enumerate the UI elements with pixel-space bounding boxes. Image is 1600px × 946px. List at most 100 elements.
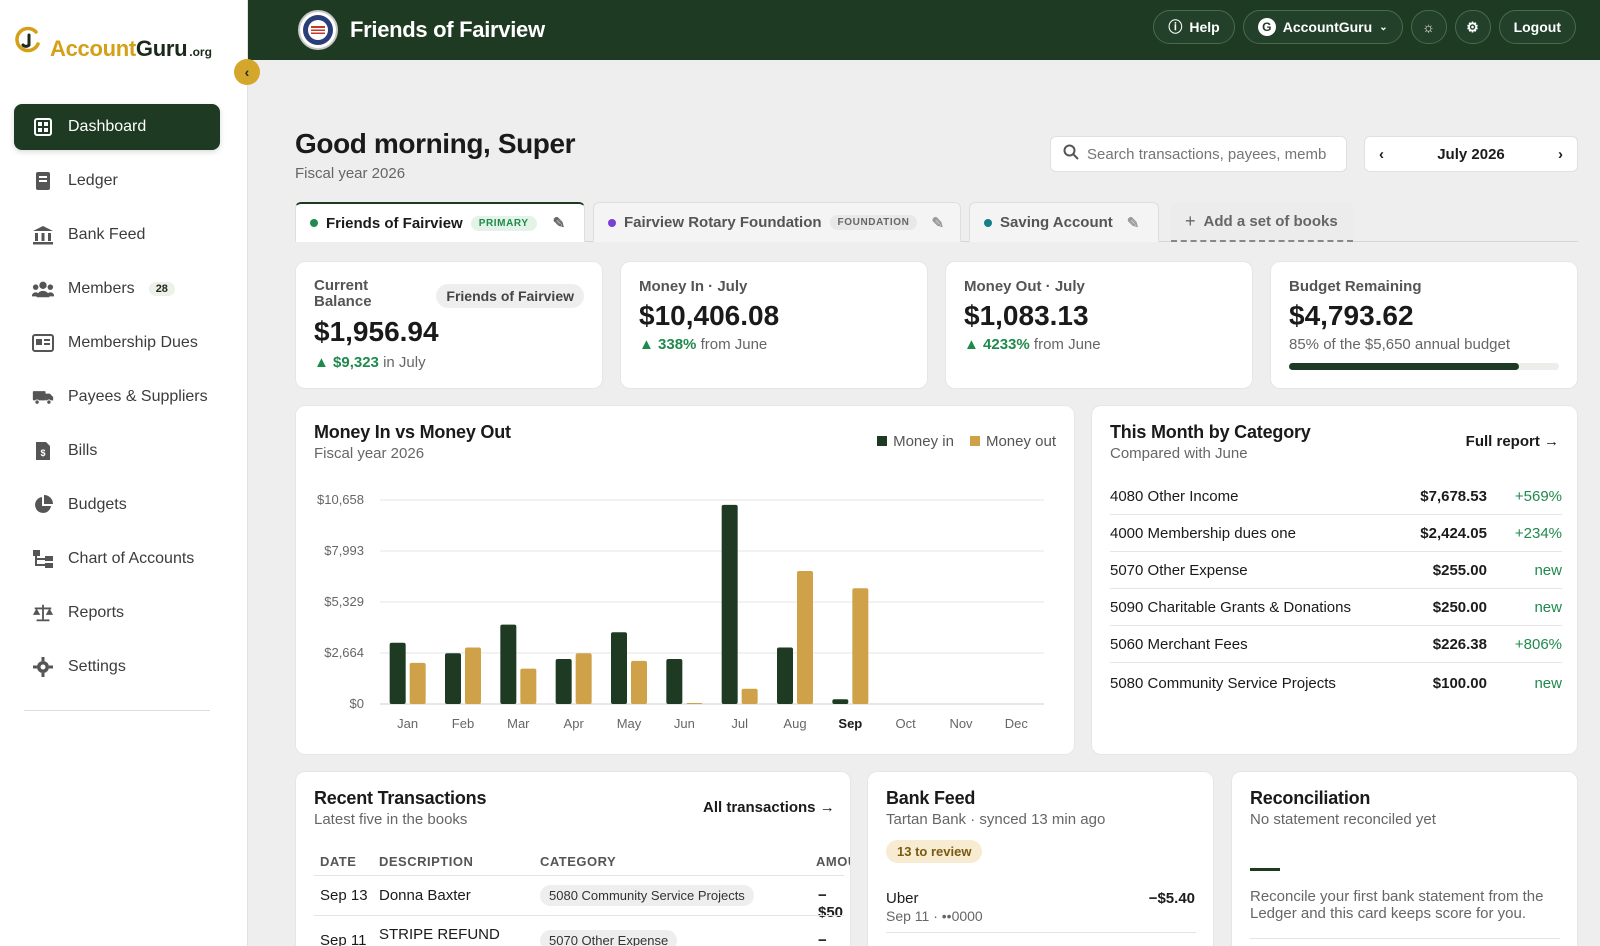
bar-money-in-jul[interactable] xyxy=(721,504,738,704)
column-header-description[interactable]: DESCRIPTION xyxy=(379,854,474,869)
add-books-button[interactable]: + Add a set of books xyxy=(1171,202,1353,242)
transaction-category: 5080 Community Service Projects xyxy=(540,885,754,906)
transaction-date: Sep 13 xyxy=(320,887,368,904)
fiscal-year-label: Fiscal year 2026 xyxy=(295,165,406,182)
x-tick-label: Oct xyxy=(896,716,917,731)
bar-money-out-jul[interactable] xyxy=(741,688,758,704)
bar-money-in-jun[interactable] xyxy=(666,659,683,704)
hierarchy-icon xyxy=(32,548,54,570)
plus-icon: + xyxy=(1185,210,1196,231)
sidebar-item-reports[interactable]: Reports xyxy=(14,590,220,636)
bar-money-out-mar[interactable] xyxy=(520,668,537,704)
kpi-label: Money Out · July xyxy=(964,278,1085,295)
sidebar-collapse-button[interactable]: ‹ xyxy=(234,59,260,85)
members-count-badge: 28 xyxy=(148,282,175,296)
edit-icon[interactable]: ✎ xyxy=(552,215,566,232)
delta-value: ▲ 4233% xyxy=(964,336,1030,353)
kpi-label: Money In · July xyxy=(639,278,748,295)
x-tick-label: Mar xyxy=(507,716,530,731)
members-icon xyxy=(32,278,54,300)
sidebar-item-ledger[interactable]: Ledger xyxy=(14,158,220,204)
org-seal-icon xyxy=(298,10,338,50)
bar-money-in-feb[interactable] xyxy=(445,653,461,704)
sidebar-item-membership-dues[interactable]: Membership Dues xyxy=(14,320,220,366)
edit-icon[interactable]: ✎ xyxy=(931,214,945,232)
id-card-icon xyxy=(32,332,54,354)
tab-fairview-rotary-foundation[interactable]: Fairview Rotary Foundation FOUNDATION ✎ xyxy=(593,202,961,242)
help-label: Help xyxy=(1189,19,1220,35)
reconciliation-divider xyxy=(1250,938,1560,939)
legend-item[interactable]: Money in xyxy=(877,433,954,450)
sidebar-item-budgets[interactable]: Budgets xyxy=(14,482,220,528)
bar-money-in-sep[interactable] xyxy=(832,699,849,704)
logout-button[interactable]: Logout xyxy=(1498,10,1576,44)
category-row[interactable]: 5060 Merchant Fees $226.38 +806% xyxy=(1110,627,1562,663)
money-chart: $0 $2,664 $5,329 $7,993 $10,658 Jan Feb Mar Apr M… xyxy=(317,492,1044,731)
x-tick-label: Aug xyxy=(783,716,806,731)
x-tick-label: Apr xyxy=(564,716,585,731)
next-month-button[interactable]: › xyxy=(1558,145,1563,163)
sidebar-item-label: Dashboard xyxy=(68,118,147,135)
category-row[interactable]: 5080 Community Service Projects $100.00 ne… xyxy=(1110,665,1562,701)
category-row[interactable]: 4080 Other Income $7,678.53 +569% xyxy=(1110,479,1562,515)
search-box[interactable] xyxy=(1050,136,1347,172)
help-button[interactable]: ⓘ Help xyxy=(1153,10,1235,44)
column-header-date[interactable]: DATE xyxy=(320,854,357,869)
tab-friends-of-fairview[interactable]: Friends of Fairview PRIMARY ✎ xyxy=(295,202,585,242)
budget-progress-fill xyxy=(1289,363,1519,370)
bar-money-out-aug[interactable] xyxy=(797,570,813,704)
bar-money-in-mar[interactable] xyxy=(500,624,517,704)
bar-money-out-sep[interactable] xyxy=(852,588,869,704)
category-amount: $100.00 xyxy=(1432,674,1487,692)
sidebar-item-payees[interactable]: Payees & Suppliers xyxy=(14,374,220,420)
kpi-money-out: Money Out · July $1,083.13 ▲ 4233% from … xyxy=(945,261,1253,389)
books-tabs: Friends of Fairview PRIMARY ✎ Fairview R… xyxy=(295,202,1578,242)
sidebar-item-dashboard[interactable]: Dashboard xyxy=(14,104,220,150)
chevron-down-icon: ⌄ xyxy=(1379,21,1388,33)
bar-money-in-apr[interactable] xyxy=(555,659,572,704)
sidebar-item-label: Bank Feed xyxy=(68,226,146,243)
column-header-amount[interactable]: AMOU xyxy=(816,854,850,869)
review-count-badge[interactable]: 13 to review xyxy=(886,840,983,863)
category-row[interactable]: 4000 Membership dues one $2,424.05 +234% xyxy=(1110,516,1562,552)
search-icon xyxy=(1063,144,1079,165)
book-dot xyxy=(984,218,992,227)
account-switcher[interactable]: G AccountGuru ⌄ xyxy=(1242,10,1403,44)
sidebar-item-bank-feed[interactable]: Bank Feed xyxy=(14,212,220,258)
delta-value: ▲ 338% xyxy=(639,336,697,353)
bar-money-in-jan[interactable] xyxy=(389,642,406,704)
category-row[interactable]: 5090 Charitable Grants & Donations $250.0… xyxy=(1110,590,1562,626)
column-header-category[interactable]: CATEGORY xyxy=(540,854,617,869)
category-name: 4000 Membership dues one xyxy=(1110,525,1296,542)
tab-label: Fairview Rotary Foundation xyxy=(624,214,822,231)
sidebar-item-members[interactable]: Members 28 xyxy=(14,266,220,312)
theme-toggle-button[interactable]: ☼ xyxy=(1410,10,1447,44)
bar-money-out-may[interactable] xyxy=(631,660,647,704)
bar-money-out-feb[interactable] xyxy=(465,647,481,704)
category-row[interactable]: 5070 Other Expense $255.00 new xyxy=(1110,553,1562,589)
prev-month-button[interactable]: ‹ xyxy=(1379,145,1384,163)
bar-money-out-jan[interactable] xyxy=(409,662,426,704)
logo-text-guru: Guru xyxy=(135,36,188,61)
bar-money-out-apr[interactable] xyxy=(575,653,592,704)
bar-money-in-aug[interactable] xyxy=(777,647,793,704)
category-subtitle: Compared with June xyxy=(1110,445,1248,462)
sidebar-item-bills[interactable]: $ Bills xyxy=(14,428,220,474)
transaction-category: 5070 Other Expense xyxy=(540,930,678,946)
settings-button[interactable]: ⚙ xyxy=(1454,10,1491,44)
all-transactions-link[interactable]: All transactions → xyxy=(703,799,835,816)
tab-saving-account[interactable]: Saving Account ✎ xyxy=(969,202,1159,242)
sidebar-item-chart-of-accounts[interactable]: Chart of Accounts xyxy=(14,536,220,582)
bar-money-out-jun[interactable] xyxy=(686,703,703,705)
app-logo[interactable]: Account Guru .org xyxy=(14,26,212,62)
x-tick-label: Feb xyxy=(452,716,474,731)
search-input[interactable] xyxy=(1087,145,1327,163)
transactions-title: Recent Transactions xyxy=(314,788,487,808)
truck-icon xyxy=(32,386,54,408)
edit-icon[interactable]: ✎ xyxy=(1126,214,1140,232)
sidebar-item-settings[interactable]: Settings xyxy=(14,644,220,690)
legend-item[interactable]: Money out xyxy=(969,433,1056,450)
y-tick-label: $7,993 xyxy=(324,543,364,558)
bar-money-in-may[interactable] xyxy=(611,632,627,704)
full-report-link[interactable]: Full report → xyxy=(1465,433,1559,450)
